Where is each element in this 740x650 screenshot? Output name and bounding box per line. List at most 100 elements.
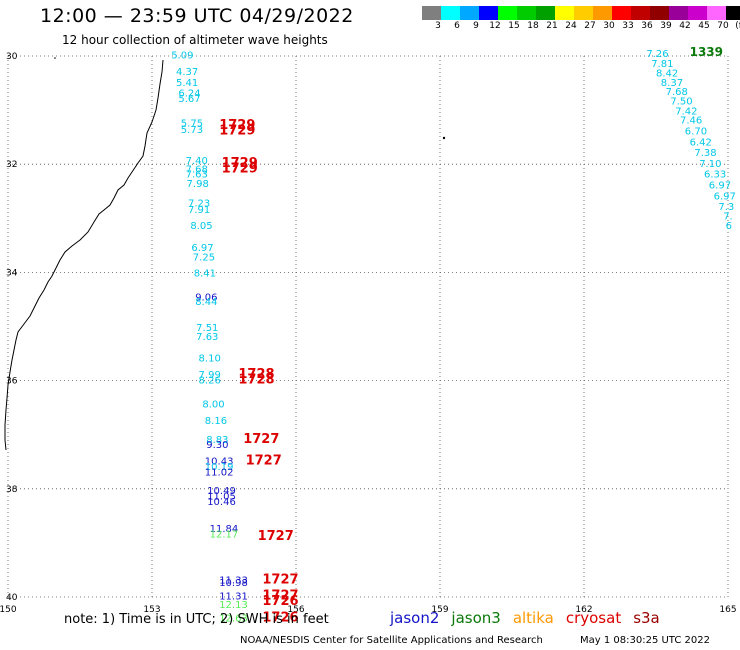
colorbar-label: 42	[679, 21, 691, 31]
map-grid	[7, 55, 729, 598]
colorbar-swatch	[441, 6, 460, 20]
coastline	[4, 59, 164, 451]
wave-height-label: 7.42	[675, 106, 697, 117]
wave-height-label: 10.49	[207, 486, 236, 497]
colorbar-swatch	[669, 6, 688, 20]
wave-height-label: 7.40	[186, 156, 208, 167]
wave-height-label: 4.37	[176, 67, 198, 78]
pass-time-label: 1729	[222, 156, 258, 171]
wave-height-label: 7.3	[718, 202, 734, 213]
wave-height-label: 7.99	[199, 370, 221, 381]
wave-height-label: 11.84	[210, 524, 239, 535]
wave-height-label: 6.33	[704, 170, 726, 181]
wave-height-label: 11.02	[205, 467, 234, 478]
colorbar-swatch	[650, 6, 669, 20]
lat-tick-label: 36	[6, 377, 18, 387]
pass-time-label: 1727	[246, 453, 282, 468]
colorbar-swatch	[707, 6, 726, 20]
wave-height-label: 7.51	[196, 323, 218, 334]
legend-entry-cryosat: cryosat	[565, 609, 622, 627]
lon-tick-label: 165	[719, 605, 736, 615]
wave-height-label: 5.09	[171, 51, 193, 62]
wave-height-label: 5.73	[181, 125, 203, 136]
wave-height-label: 7.25	[193, 252, 215, 263]
lat-tick-label: 38	[6, 485, 18, 495]
colorbar-label: 9	[473, 21, 479, 31]
wave-height-label: 8.41	[194, 269, 216, 280]
legend-entry-altika: altika	[512, 609, 554, 627]
wave-height-label: 5.75	[181, 118, 203, 129]
wave-height-label: 10.19	[205, 462, 234, 473]
wave-height-label: 8.10	[199, 354, 221, 365]
wave-height-label: 8.37	[661, 78, 683, 89]
lon-tick-label: 150	[0, 605, 17, 615]
colorbar-swatch	[422, 6, 441, 20]
colorbar-swatch	[517, 6, 536, 20]
colorbar-label: 15	[508, 21, 520, 31]
wave-height-label: 10.43	[205, 456, 234, 467]
wave-height-colorbar	[422, 6, 740, 20]
wave-height-label: 5.67	[178, 94, 200, 105]
pass-time-label: 1727	[258, 529, 294, 544]
wave-height-label: 6.70	[685, 126, 707, 137]
wave-height-label: 6.97	[709, 181, 731, 192]
satellite-legend: jason2 jason3 altika cryosat s3a	[390, 609, 672, 627]
lat-tick-label: 32	[6, 160, 17, 170]
lon-tick-label: 153	[143, 605, 160, 615]
colorbar-label: 24	[565, 21, 577, 31]
pass-time-label: 1729	[222, 161, 258, 176]
wave-height-label: 8.05	[190, 221, 212, 232]
wave-height-label: 10.46	[207, 497, 236, 508]
wave-height-label: 12.13	[219, 600, 248, 611]
wave-height-label: 12.63	[219, 613, 248, 624]
wave-height-label: 7.68	[666, 87, 688, 98]
lat-tick-label: 34	[6, 268, 18, 278]
colorbar-swatch	[612, 6, 631, 20]
wave-height-label: 7.38	[694, 148, 716, 159]
colorbar-label: 12	[489, 21, 501, 31]
wave-height-label: 6	[726, 221, 732, 232]
colorbar-label: 45	[698, 21, 710, 31]
colorbar-swatch	[574, 6, 593, 20]
wave-height-label: 5.41	[176, 78, 198, 89]
colorbar-label: 33	[622, 21, 634, 31]
colorbar-swatch	[536, 6, 555, 20]
colorbar-label: 21	[546, 21, 558, 31]
wave-height-label: 7.91	[188, 205, 210, 216]
pass-time-label: 1727	[243, 432, 279, 447]
wave-height-label: 7.26	[646, 49, 668, 60]
colorbar-swatch	[631, 6, 650, 20]
wave-height-label: 7.63	[196, 332, 218, 343]
wave-height-label: 7.50	[670, 97, 692, 108]
colorbar-label: 39	[660, 21, 672, 31]
wave-height-label: 8.00	[202, 400, 224, 411]
colorbar-swatch	[688, 6, 707, 20]
axis-tick-labels: 150 153 156 159 162 165 30 32 34 36 38 40	[0, 52, 737, 615]
wave-height-label: 8.83	[206, 435, 228, 446]
wave-height-label: 8.42	[656, 69, 678, 80]
lat-tick-label: 30	[6, 52, 18, 62]
colorbar-label: 18	[527, 21, 539, 31]
wave-height-label: 6.42	[690, 137, 712, 148]
legend-entry-jason3: jason3	[451, 609, 501, 627]
pass-time-label: 1727	[262, 572, 298, 587]
wave-height-label: 7.	[723, 211, 733, 222]
wave-height-label: 7.63	[186, 170, 208, 181]
colorbar-label: 30	[603, 21, 615, 31]
pass-time-label: 1339	[690, 45, 723, 59]
colorbar-swatch	[593, 6, 612, 20]
colorbar-label: 70	[717, 21, 729, 31]
island-dot	[54, 57, 56, 59]
colorbar-swatch	[726, 6, 740, 20]
wave-height-label: 8.26	[199, 375, 221, 386]
generation-timestamp: May 1 08:30:25 UTC 2022	[580, 635, 710, 646]
wave-height-label: 8.16	[205, 416, 227, 427]
wave-height-label: 11.05	[207, 492, 236, 503]
wave-height-label: 8.44	[195, 297, 217, 308]
lon-tick-label: 162	[575, 605, 592, 615]
pass-time-label: 1729	[219, 118, 255, 133]
legend-entry-jason2: jason2	[390, 609, 440, 627]
colorbar-swatch	[498, 6, 517, 20]
island-dot	[442, 136, 446, 140]
